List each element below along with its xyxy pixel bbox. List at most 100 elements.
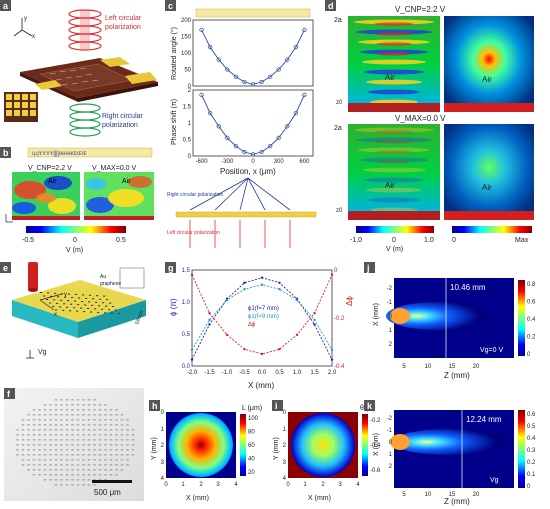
ylabel-g-left: ϕ (π) bbox=[169, 298, 178, 316]
axis-xtick: 0 bbox=[286, 482, 290, 488]
f-antenna bbox=[109, 454, 113, 456]
f-antenna bbox=[120, 459, 124, 461]
f-antenna bbox=[104, 449, 107, 451]
f-antenna bbox=[38, 439, 41, 441]
g-point-0 bbox=[208, 323, 211, 326]
f-antenna bbox=[126, 454, 129, 456]
panel-label-d: d bbox=[328, 1, 334, 11]
antenna-dot bbox=[59, 306, 62, 308]
vmax-label-b: V_MAX=0.0 V bbox=[92, 165, 136, 172]
f-antenna bbox=[38, 464, 41, 466]
cb-tick: 0 bbox=[527, 484, 531, 490]
left-pol-label-c: Left circular polarization bbox=[167, 230, 220, 236]
g-xtick: 0.5 bbox=[275, 370, 284, 376]
f-antenna bbox=[98, 454, 102, 456]
silicon-label: Silicon bbox=[134, 310, 145, 326]
f-antenna bbox=[98, 424, 102, 426]
f-antenna bbox=[98, 434, 102, 436]
f-antenna bbox=[43, 404, 47, 406]
f-antenna bbox=[54, 464, 58, 466]
device-side-left bbox=[12, 300, 78, 338]
f-antenna bbox=[21, 429, 25, 431]
axis-ytick: -1 bbox=[387, 300, 393, 306]
cb-tick: -0.6 bbox=[370, 468, 381, 474]
panel-a: y x Left circular polarization Right cir… bbox=[0, 0, 165, 142]
cb-label-h: L (μm) bbox=[242, 405, 262, 412]
colorbar-d-right bbox=[452, 226, 532, 233]
c-bottom-ytick: 1 bbox=[188, 121, 192, 127]
f-antenna bbox=[43, 464, 47, 466]
air-label-d-tl: Air bbox=[385, 73, 395, 82]
air-label-b-left: Air bbox=[48, 178, 57, 185]
colorbar-j bbox=[518, 280, 525, 356]
axis-ytick: 4 bbox=[283, 476, 287, 482]
f-antenna bbox=[109, 449, 113, 451]
g-ytick-right: 0 bbox=[334, 268, 338, 274]
f-antenna bbox=[60, 404, 63, 406]
right-circular-beam bbox=[69, 103, 101, 137]
axis-xtick: 2 bbox=[199, 482, 203, 488]
f-antenna bbox=[54, 424, 58, 426]
f-antenna bbox=[16, 439, 19, 441]
f-antenna bbox=[120, 419, 124, 421]
axis-xtick: 1 bbox=[303, 482, 307, 488]
g-xtick: -0.5 bbox=[239, 370, 250, 376]
field-stripe bbox=[360, 49, 428, 55]
f-antenna bbox=[38, 409, 41, 411]
antenna-dot bbox=[64, 296, 67, 298]
f-antenna bbox=[27, 434, 30, 436]
field-d-top-left bbox=[348, 16, 440, 112]
f-antenna bbox=[71, 429, 74, 431]
air-label-d-tr: Air bbox=[482, 75, 492, 84]
xlabel-c: Position, x (μm) bbox=[220, 167, 276, 176]
f-antenna bbox=[115, 424, 118, 426]
axis-xtick: 10 bbox=[425, 492, 432, 498]
g-ytick-left: 0.5 bbox=[182, 332, 191, 338]
f-antenna bbox=[54, 434, 58, 436]
f-antenna bbox=[109, 409, 113, 411]
tick-2a-top: 2a bbox=[334, 17, 342, 24]
c-bottom-point bbox=[267, 143, 273, 149]
f-antenna bbox=[43, 419, 47, 421]
tick-z0-top: z0 bbox=[336, 100, 343, 106]
cb-tick-b-2: 0.5 bbox=[116, 237, 126, 244]
antenna-dot bbox=[46, 299, 49, 300]
f-antenna bbox=[76, 459, 80, 461]
ylabel-i: Y (mm) bbox=[273, 437, 280, 460]
c-top-point bbox=[233, 74, 239, 79]
panel-f: f 500 μm bbox=[4, 388, 144, 501]
f-antenna bbox=[104, 419, 107, 421]
field-stripe-core bbox=[374, 130, 414, 134]
f-antenna bbox=[43, 424, 47, 426]
axis-ytick: 0 bbox=[389, 314, 393, 320]
f-antenna bbox=[87, 434, 91, 436]
left-circular-beam bbox=[68, 9, 102, 51]
axis-ytick: 2 bbox=[389, 342, 393, 348]
g-point-2 bbox=[243, 348, 246, 351]
c-top-point bbox=[199, 27, 204, 33]
g-point-0 bbox=[278, 281, 281, 284]
cb-tick: 20 bbox=[248, 470, 255, 476]
f-antenna bbox=[38, 449, 41, 451]
c-top-point bbox=[242, 79, 247, 85]
f-antenna bbox=[32, 414, 36, 416]
f-antenna bbox=[60, 419, 63, 421]
f-antenna bbox=[38, 469, 41, 471]
cb-tick: 60 bbox=[248, 443, 255, 449]
c-top-point bbox=[276, 67, 281, 72]
axis-ytick: 1 bbox=[389, 452, 393, 458]
g-point-2 bbox=[190, 273, 194, 276]
f-antenna bbox=[115, 419, 118, 421]
c-bottom-point bbox=[293, 110, 299, 116]
ticks-k: 0.6 0.5 0.4 0.3 0.2 0.1 0 5 10 15 20 -2 -1 0 1 2 bbox=[387, 412, 536, 498]
f-antenna bbox=[54, 449, 58, 451]
f-antenna bbox=[115, 474, 118, 476]
c-bottom-point bbox=[242, 149, 247, 155]
f-antenna bbox=[71, 454, 74, 456]
f-antenna bbox=[76, 439, 80, 441]
cb-tick: 0.6 bbox=[527, 412, 536, 418]
antenna-dot bbox=[63, 303, 66, 305]
f-antenna bbox=[65, 459, 69, 461]
antenna-dot bbox=[85, 297, 88, 299]
f-antenna bbox=[71, 474, 74, 476]
